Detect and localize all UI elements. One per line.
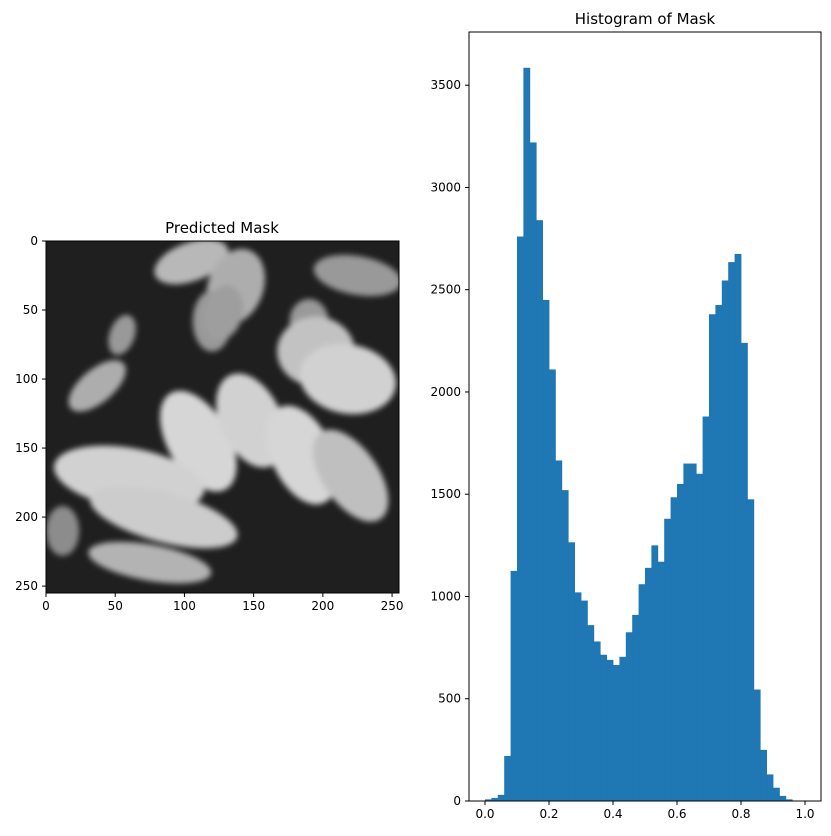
histogram-y-tick-label: 500 bbox=[438, 692, 461, 706]
mask-x-tick-label: 50 bbox=[108, 599, 123, 613]
mask-blob bbox=[108, 314, 136, 355]
histogram-y-ticks: 0 500 1000 1500 2000 2500 3000 3500 bbox=[430, 78, 469, 808]
mask-blob bbox=[89, 486, 238, 549]
mask-title: Predicted Mask bbox=[165, 219, 279, 237]
histogram-x-tick-label: 0.4 bbox=[603, 807, 622, 821]
mask-y-tick-label: 0 bbox=[30, 234, 38, 248]
histogram-bar bbox=[664, 518, 671, 801]
histogram-bar bbox=[689, 463, 697, 801]
mask-blob bbox=[68, 360, 126, 412]
mask-image bbox=[46, 241, 399, 593]
histogram-bar bbox=[574, 592, 582, 801]
histogram-bar bbox=[523, 67, 531, 802]
histogram-bar bbox=[760, 749, 767, 801]
histogram-bar bbox=[593, 641, 601, 801]
histogram-bar bbox=[670, 497, 678, 801]
histogram-bar bbox=[568, 542, 575, 801]
histogram-bar bbox=[741, 342, 748, 801]
histogram-y-tick-label: 0 bbox=[453, 794, 461, 808]
histogram-bar bbox=[766, 774, 774, 801]
histogram-bar bbox=[529, 142, 537, 801]
histogram-bar bbox=[638, 584, 646, 801]
histogram-bar bbox=[785, 799, 793, 801]
mask-blob bbox=[88, 541, 212, 584]
histogram-frame bbox=[468, 31, 822, 802]
mask-x-ticks: 0 50 100 150 200 250 bbox=[42, 593, 404, 613]
histogram-bar bbox=[715, 305, 723, 801]
histogram-bar bbox=[677, 483, 684, 801]
mask-y-tick-label: 250 bbox=[15, 579, 38, 593]
histogram-y-tick-label: 3500 bbox=[430, 78, 461, 92]
histogram-bar bbox=[613, 664, 620, 801]
mask-blob bbox=[313, 254, 399, 297]
histogram-x-tick-label: 1.0 bbox=[795, 807, 814, 821]
histogram-title: Histogram of Mask bbox=[575, 10, 716, 28]
mask-x-tick-label: 100 bbox=[173, 599, 196, 613]
histogram-bar bbox=[721, 280, 729, 801]
histogram-bar bbox=[549, 369, 556, 801]
histogram-bar bbox=[645, 567, 652, 801]
histogram-bar bbox=[702, 416, 710, 801]
histogram-bar bbox=[581, 600, 588, 801]
mask-y-ticks: 0 50 100 150 200 250 bbox=[15, 234, 46, 593]
histogram-bar bbox=[625, 632, 633, 801]
histogram-bar bbox=[536, 220, 543, 801]
mask-frame bbox=[45, 240, 400, 594]
histogram-bar bbox=[779, 795, 787, 801]
histogram-bar bbox=[619, 656, 627, 801]
mask-blobs bbox=[46, 241, 399, 584]
mask-x-tick-label: 200 bbox=[311, 599, 334, 613]
histogram-bar bbox=[504, 756, 511, 801]
histogram-bar bbox=[542, 299, 550, 801]
histogram-bar bbox=[485, 799, 492, 801]
histogram-bar bbox=[497, 794, 505, 801]
histogram-bar bbox=[510, 570, 518, 801]
histogram-x-tick-label: 0.6 bbox=[667, 807, 686, 821]
histogram-bar bbox=[555, 460, 563, 801]
histogram-bar bbox=[728, 262, 735, 802]
histogram-bar bbox=[709, 314, 716, 801]
histogram-x-ticks: 0.0 0.2 0.4 0.6 0.8 1.0 bbox=[475, 801, 815, 821]
histogram-y-tick-label: 2500 bbox=[430, 283, 461, 297]
mask-blob bbox=[46, 506, 80, 556]
mask-blob bbox=[299, 343, 396, 415]
histogram-bar bbox=[651, 545, 659, 801]
histogram-bar bbox=[683, 463, 691, 801]
histogram-y-tick-label: 1000 bbox=[430, 589, 461, 603]
mask-blob bbox=[266, 405, 338, 505]
mask-blob bbox=[312, 429, 389, 522]
mask-blob bbox=[154, 241, 229, 285]
mask-y-tick-label: 100 bbox=[15, 372, 38, 386]
mask-x-tick-label: 150 bbox=[242, 599, 265, 613]
mask-panel: Predicted Mask 0 50 100 150 200 250 0 50 100 150… bbox=[15, 219, 404, 613]
histogram-bar bbox=[734, 253, 742, 801]
mask-blob bbox=[203, 285, 244, 341]
histogram-x-tick-label: 0.0 bbox=[475, 807, 494, 821]
histogram-y-tick-label: 2000 bbox=[430, 385, 461, 399]
histogram-x-tick-label: 0.2 bbox=[539, 807, 558, 821]
histogram-bar bbox=[606, 659, 614, 801]
histogram-panel: Histogram of Mask 0.0 0.2 0.4 0.6 0.8 1.0 0 50… bbox=[430, 10, 822, 821]
histogram-bar bbox=[517, 236, 524, 801]
histogram-bar bbox=[753, 689, 761, 801]
mask-x-tick-label: 0 bbox=[42, 599, 50, 613]
histogram-bar bbox=[696, 473, 703, 801]
histogram-y-tick-label: 3000 bbox=[430, 180, 461, 194]
histogram-bar bbox=[600, 654, 607, 801]
histogram-y-tick-label: 1500 bbox=[430, 487, 461, 501]
histogram-bar bbox=[561, 490, 569, 801]
histogram-bar bbox=[632, 614, 639, 801]
histogram-x-tick-label: 0.8 bbox=[731, 807, 750, 821]
histogram-bar bbox=[587, 625, 595, 801]
mask-y-tick-label: 200 bbox=[15, 510, 38, 524]
mask-y-tick-label: 150 bbox=[15, 441, 38, 455]
mask-y-tick-label: 50 bbox=[23, 303, 38, 317]
histogram-bar bbox=[491, 797, 499, 801]
histogram-bar bbox=[657, 561, 665, 801]
histogram-bar bbox=[773, 787, 780, 801]
histogram-bars bbox=[485, 67, 793, 802]
mask-x-tick-label: 250 bbox=[381, 599, 404, 613]
histogram-bar bbox=[747, 499, 755, 801]
